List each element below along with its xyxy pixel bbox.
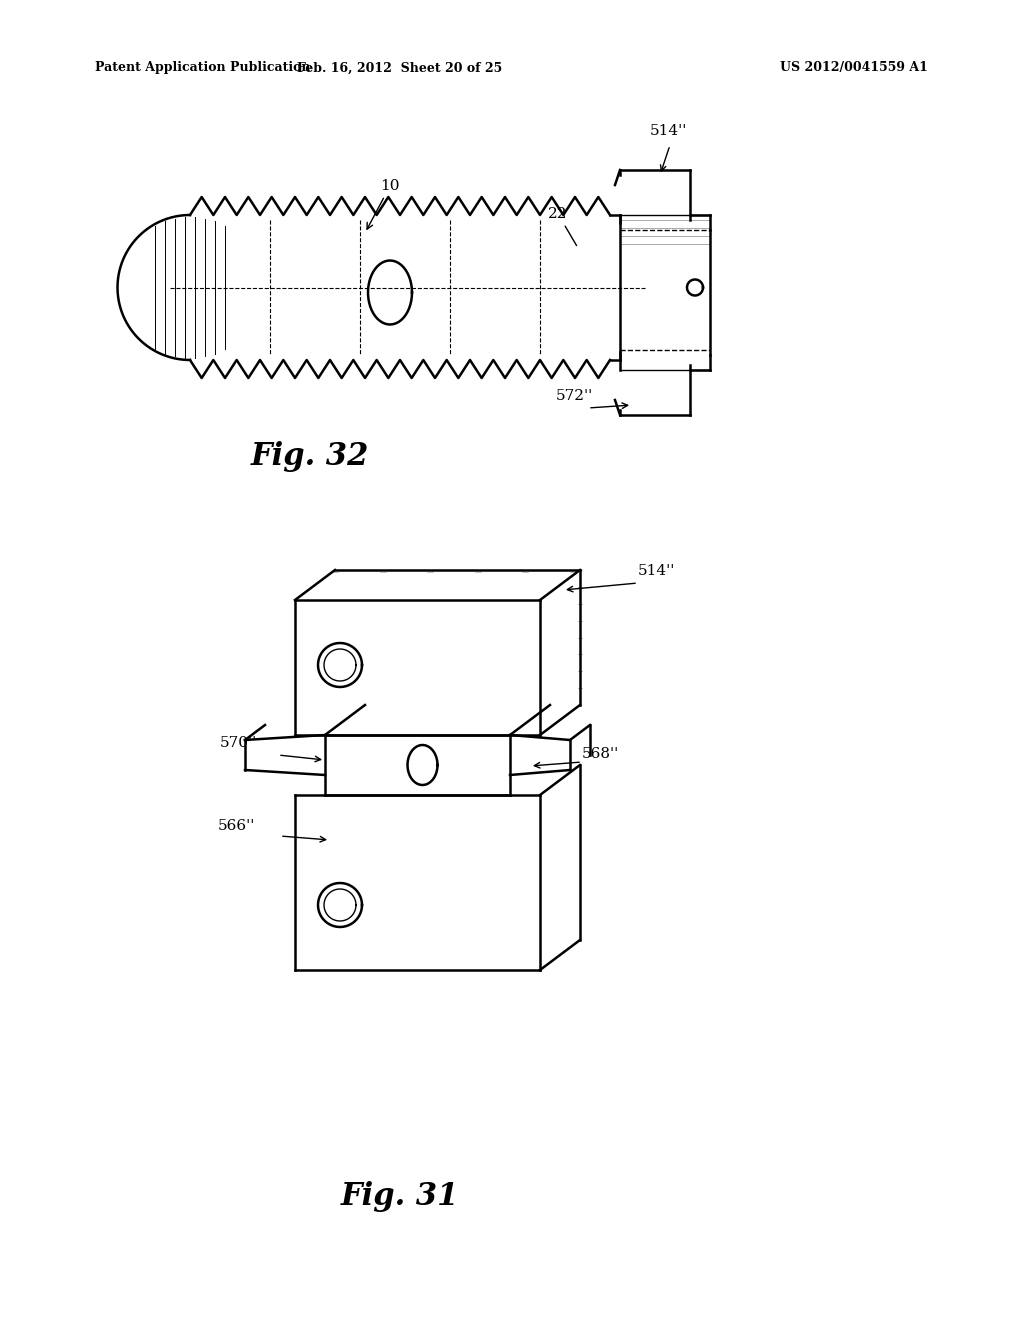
Text: Feb. 16, 2012  Sheet 20 of 25: Feb. 16, 2012 Sheet 20 of 25 [297, 62, 503, 74]
Text: 566'': 566'' [218, 818, 255, 833]
Text: Fig. 32: Fig. 32 [251, 441, 370, 473]
Text: US 2012/0041559 A1: US 2012/0041559 A1 [780, 62, 928, 74]
Text: 568'': 568'' [582, 747, 620, 762]
Text: 10: 10 [367, 180, 399, 230]
Text: 572'': 572'' [556, 389, 593, 403]
Text: 514'': 514'' [638, 564, 676, 578]
Text: 570'': 570'' [220, 737, 257, 750]
Text: 22: 22 [548, 207, 577, 246]
Text: Fig. 31: Fig. 31 [341, 1181, 459, 1212]
Text: Patent Application Publication: Patent Application Publication [95, 62, 310, 74]
Text: 514'': 514'' [650, 124, 687, 139]
